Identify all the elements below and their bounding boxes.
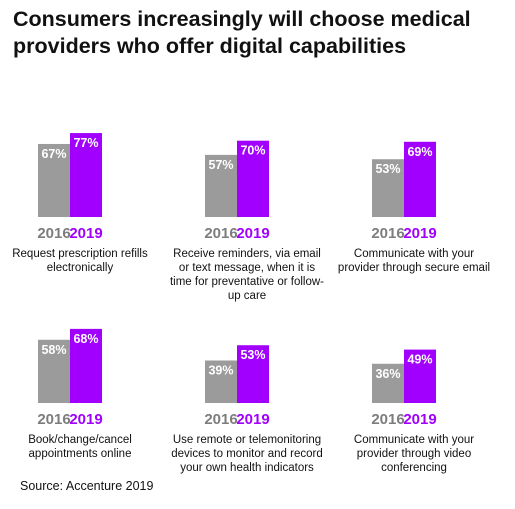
chart-panel-2: 57% 2016 70% 2019 Receive reminders, via ema… bbox=[167, 97, 327, 302]
bar-2016 bbox=[38, 143, 70, 217]
year-label-2019: 2019 bbox=[69, 411, 102, 428]
data-label-2019: 69% bbox=[407, 145, 432, 159]
bar-2019 bbox=[237, 140, 269, 217]
chart-panel-5: 39% 2016 53% 2019 Use remote or telemonitori… bbox=[167, 283, 327, 474]
year-label-2019: 2019 bbox=[69, 225, 102, 242]
chart-panel-6: 36% 2016 49% 2019 Communicate with your prov… bbox=[334, 283, 494, 474]
bar-chart: 36% 2016 49% 2019 bbox=[371, 349, 437, 428]
chart-caption: Book/change/cancel appointments online bbox=[28, 434, 132, 460]
data-label-2019: 49% bbox=[407, 353, 432, 367]
chart-caption: Receive reminders, via email or text mes… bbox=[169, 248, 325, 302]
chart-caption: Communicate with your provider through s… bbox=[337, 248, 491, 274]
year-label-2016: 2016 bbox=[37, 225, 70, 242]
data-label-2019: 77% bbox=[73, 136, 98, 150]
bar-2016 bbox=[38, 339, 70, 403]
chart-panel-1: 67% 2016 77% 2019 Request prescription refil… bbox=[0, 97, 160, 282]
data-label-2016: 67% bbox=[41, 147, 66, 161]
year-label-2019: 2019 bbox=[236, 225, 269, 242]
data-label-2016: 57% bbox=[208, 158, 233, 172]
data-label-2019: 53% bbox=[240, 348, 265, 362]
bar-2019 bbox=[404, 349, 436, 403]
bar-chart: 58% 2016 68% 2019 bbox=[37, 328, 103, 428]
bar-chart: 39% 2016 53% 2019 bbox=[204, 345, 270, 428]
data-label-2019: 70% bbox=[240, 144, 265, 158]
source-note: Source: Accenture 2019 bbox=[20, 479, 154, 493]
data-label-2016: 53% bbox=[375, 162, 400, 176]
data-label-2016: 36% bbox=[375, 367, 400, 381]
year-label-2016: 2016 bbox=[371, 225, 404, 242]
chart-caption: Communicate with your provider through v… bbox=[353, 434, 475, 474]
year-label-2016: 2016 bbox=[204, 411, 237, 428]
year-label-2019: 2019 bbox=[403, 411, 436, 428]
bar-2016 bbox=[372, 159, 404, 217]
bar-2019 bbox=[404, 141, 436, 217]
chart-panel-3: 53% 2016 69% 2019 Communicate with your prov… bbox=[334, 97, 494, 282]
bar-2019 bbox=[70, 133, 102, 217]
year-label-2016: 2016 bbox=[371, 411, 404, 428]
data-label-2019: 68% bbox=[73, 332, 98, 346]
year-label-2016: 2016 bbox=[37, 411, 70, 428]
year-label-2016: 2016 bbox=[204, 225, 237, 242]
bar-2019 bbox=[70, 328, 102, 403]
year-label-2019: 2019 bbox=[403, 225, 436, 242]
bar-chart: 53% 2016 69% 2019 bbox=[371, 141, 437, 242]
chart-caption: Use remote or telemonitoring devices to … bbox=[171, 434, 323, 474]
bar-chart: 67% 2016 77% 2019 bbox=[37, 133, 103, 242]
data-label-2016: 39% bbox=[208, 363, 233, 377]
bar-2016 bbox=[205, 154, 237, 217]
data-label-2016: 58% bbox=[41, 343, 66, 357]
bar-2016 bbox=[372, 363, 404, 403]
bar-chart: 57% 2016 70% 2019 bbox=[204, 140, 270, 242]
chart-panel-4: 58% 2016 68% 2019 Book/change/cancel appoint… bbox=[0, 283, 160, 468]
year-label-2019: 2019 bbox=[236, 411, 269, 428]
chart-title: Consumers increasingly will choose medic… bbox=[13, 7, 471, 58]
bar-2019 bbox=[237, 345, 269, 403]
chart-caption: Request prescription refills electronica… bbox=[12, 248, 148, 274]
bar-2016 bbox=[205, 360, 237, 403]
